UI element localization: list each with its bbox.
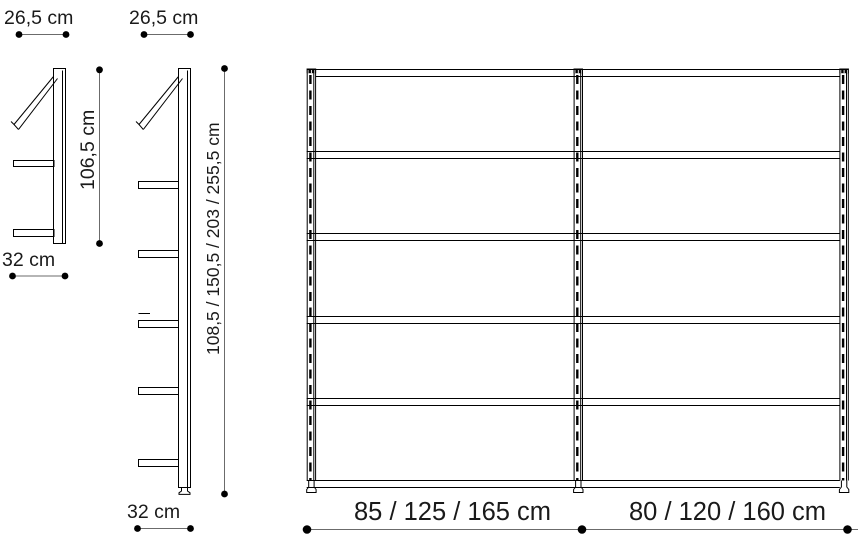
svg-text:80 / 120 / 160 cm: 80 / 120 / 160 cm — [629, 498, 826, 526]
svg-text:26,5 cm: 26,5 cm — [4, 7, 73, 29]
svg-text:32 cm: 32 cm — [2, 249, 55, 271]
svg-text:32 cm: 32 cm — [127, 501, 180, 523]
svg-text:85 / 125 / 165 cm: 85 / 125 / 165 cm — [354, 498, 551, 526]
svg-text:108,5 / 150,5 / 203 / 255,5 cm: 108,5 / 150,5 / 203 / 255,5 cm — [203, 122, 223, 355]
svg-text:26,5 cm: 26,5 cm — [129, 7, 198, 29]
svg-text:106,5 cm: 106,5 cm — [77, 110, 99, 190]
